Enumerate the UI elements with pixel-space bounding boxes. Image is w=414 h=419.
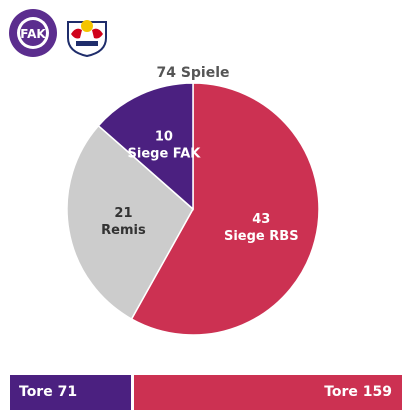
slice-siege-rbs <box>130 82 320 336</box>
goals-fak-bar: Tore 71 <box>10 375 131 410</box>
slice-remis-label: 21 Remis <box>101 206 146 238</box>
svg-text:FAK: FAK <box>20 27 46 41</box>
slice-siege-rbs-label: 43 Siege RBS <box>224 212 299 244</box>
slice-siege-fak <box>97 82 194 211</box>
goals-fak-label: Tore 71 <box>19 384 78 400</box>
goals-rbs-bar: Tore 159 <box>134 375 402 410</box>
goals-rbs-label: Tore 159 <box>324 384 392 400</box>
chart-title: 74 Spiele <box>156 65 229 81</box>
slice-remis <box>66 124 194 321</box>
red-bull-salzburg-logo <box>62 8 112 58</box>
slice-siege-fak-label: 10 Siege FAK <box>128 130 202 162</box>
fk-austria-wien-logo: FAK <box>8 8 58 58</box>
